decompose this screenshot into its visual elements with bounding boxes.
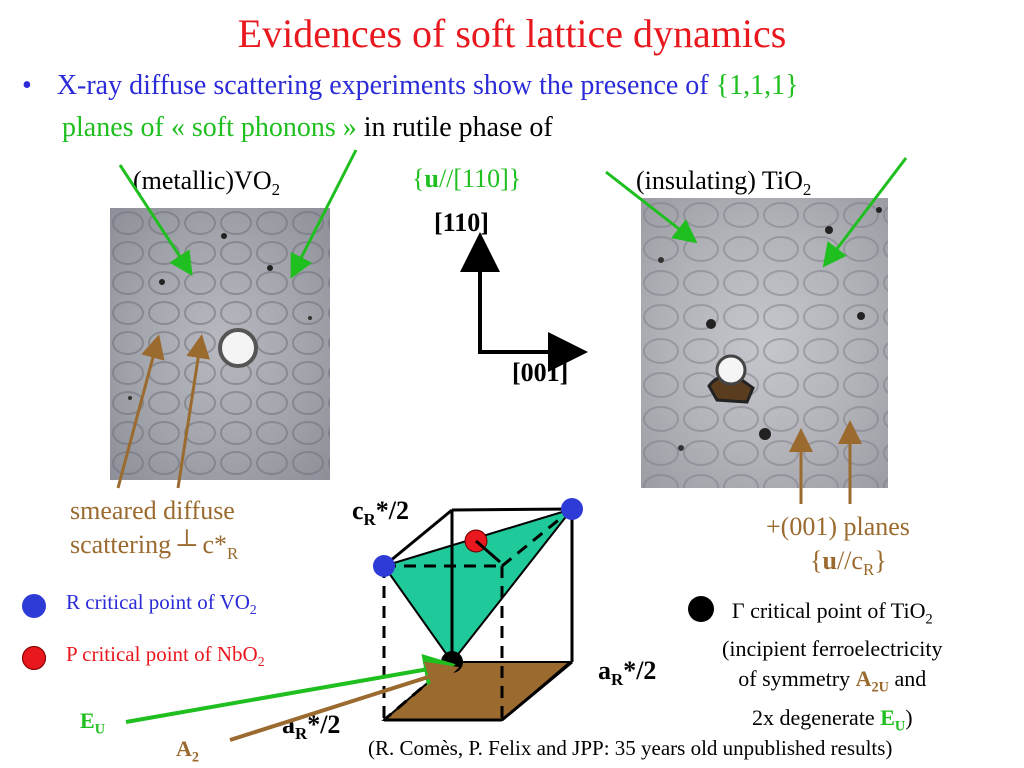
planes-open: { xyxy=(810,546,823,575)
vo2-label: (metallic)VO2 xyxy=(133,166,280,200)
green-arrow-tio2-left xyxy=(605,170,698,244)
bullet-line-1: • X-ray diffuse scattering experiments s… xyxy=(22,70,799,102)
smeared-diffuse-label: smeared diffuse scattering ┴ c*R xyxy=(70,494,238,571)
u-direction-label: {u//[110]} xyxy=(412,164,521,194)
cR-label: cR*/2 xyxy=(352,496,409,530)
planes-sub: R xyxy=(862,560,875,580)
p-point-text: P critical point of NbO xyxy=(66,642,258,666)
aR-bottom-label: aR*/2 xyxy=(282,710,340,744)
gamma-line-3-post: and xyxy=(888,666,927,692)
tio2-diffraction-image xyxy=(641,198,888,488)
aR-right-letter: a xyxy=(598,656,611,685)
smeared-line-1: smeared diffuse xyxy=(70,496,235,525)
gamma-line-1: Γ critical point of TiO xyxy=(731,598,926,623)
planes-line-1: +(001) planes xyxy=(766,512,910,541)
green-arrow-vo2-left xyxy=(118,164,193,277)
r-point-dot xyxy=(22,594,46,618)
eu-label: EU xyxy=(80,708,105,738)
tio2-label: (insulating) TiO2 xyxy=(636,166,811,200)
aR-bottom-letter: a xyxy=(282,710,295,739)
u-open: { xyxy=(412,164,425,193)
reciprocal-cube xyxy=(381,507,575,722)
p-point-dot xyxy=(22,646,46,670)
cR-letter: c xyxy=(352,496,364,525)
tio2-label-text: (insulating) TiO xyxy=(636,166,803,195)
tio2-label-sub: 2 xyxy=(802,180,812,200)
cube-r-point-right xyxy=(561,498,583,520)
r-point-sub: 2 xyxy=(249,602,257,618)
aR-right-sub: R xyxy=(611,670,624,690)
r-point-text: R critical point of VO xyxy=(66,590,250,614)
a2-letter: A xyxy=(176,736,192,761)
eu-arrow xyxy=(125,654,456,724)
slide-title: Evidences of soft lattice dynamics xyxy=(237,11,787,56)
planes-mid: //c xyxy=(836,546,863,575)
gamma-point-label: Γ critical point of TiO2 (incipient ferr… xyxy=(722,596,943,741)
green-arrow-tio2-right xyxy=(822,157,908,268)
u-rest: //[110]} xyxy=(438,164,522,193)
aR-right-post: */2 xyxy=(623,656,657,685)
gamma-line-2: (incipient ferroelectricity xyxy=(722,636,943,662)
a2-arrow xyxy=(229,661,460,742)
cR-post: */2 xyxy=(375,496,409,525)
gamma-line-4-sym-sub: U xyxy=(894,718,906,735)
citation: (R. Comès, P. Felix and JPP: 35 years ol… xyxy=(368,736,893,760)
smeared-line-2: scattering ┴ c* xyxy=(70,530,228,559)
p-point-label: P critical point of NbO2 xyxy=(66,642,265,670)
cube-gamma-point xyxy=(441,651,463,673)
aR-bottom-sub: R xyxy=(295,724,308,744)
eu-letter: E xyxy=(80,708,95,733)
smeared-sub: R xyxy=(227,544,239,564)
p-point-pointer xyxy=(475,539,501,564)
p-point-sub: 2 xyxy=(257,654,265,670)
vo2-label-text: (metallic)VO xyxy=(133,166,272,195)
bullet-text-blue: X-ray diffuse scattering experiments sho… xyxy=(56,70,716,101)
gamma-point-dot xyxy=(688,596,714,622)
bullet-text-green-1: {1,1,1} xyxy=(715,70,799,101)
planes-close: } xyxy=(874,546,887,575)
u-bold: u xyxy=(424,164,439,193)
planes-u: u xyxy=(822,546,837,575)
gamma-line-1-sub: 2 xyxy=(925,611,933,628)
gamma-line-4-sym: E xyxy=(880,704,895,730)
green-arrow-vo2-right xyxy=(290,149,358,279)
gamma-line-3-pre: of symmetry xyxy=(738,666,856,692)
cR-sub: R xyxy=(363,510,376,530)
r-point-label: R critical point of VO2 xyxy=(66,590,257,618)
gamma-line-3-sym: A xyxy=(855,666,872,692)
cube-r-point-left xyxy=(373,555,395,577)
bullet-text-green-2: planes of « soft phonons » xyxy=(62,112,364,143)
bullet-line-2: planes of « soft phonons » in rutile pha… xyxy=(62,112,553,144)
vo2-label-sub: 2 xyxy=(271,180,281,200)
gamma-line-3-sym-sub: 2U xyxy=(871,679,889,696)
eu-sub: U xyxy=(94,721,106,738)
aR-right-label: aR*/2 xyxy=(598,656,656,690)
brown-arrow-smeared-1 xyxy=(116,334,165,489)
bullet-marker: • xyxy=(22,70,32,101)
gamma-line-4-post: ) xyxy=(905,704,913,730)
planes-001-label: +(001) planes {u//cR} xyxy=(766,510,910,587)
a2-label: A2 xyxy=(176,736,199,766)
a2-sub: 2 xyxy=(191,749,200,766)
brown-arrow-smeared-2 xyxy=(176,334,211,489)
bullet-text-black: in rutile phase of xyxy=(363,112,553,143)
gamma-line-4-pre: 2x degenerate xyxy=(751,704,881,730)
